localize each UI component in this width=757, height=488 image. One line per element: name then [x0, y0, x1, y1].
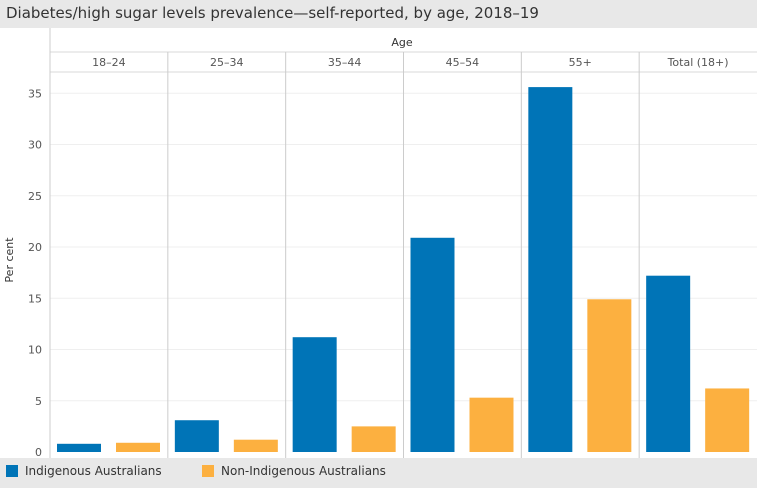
y-tick-label: 5	[35, 395, 42, 408]
category-label: 45–54	[446, 56, 480, 69]
legend: Indigenous Australians Non-Indigenous Au…	[0, 458, 757, 488]
category-label: 35–44	[328, 56, 362, 69]
bar-non-indigenous[interactable]	[587, 299, 632, 452]
y-tick-label: 25	[28, 190, 42, 203]
bar-non-indigenous[interactable]	[705, 388, 750, 452]
y-tick-label: 15	[28, 292, 42, 305]
bar-indigenous[interactable]	[410, 237, 455, 452]
bar-non-indigenous[interactable]	[351, 426, 396, 452]
legend-swatch-indigenous	[6, 465, 18, 477]
legend-label-indigenous: Indigenous Australians	[25, 464, 162, 478]
category-label: 55+	[569, 56, 592, 69]
bar-indigenous[interactable]	[292, 337, 337, 452]
bar-non-indigenous[interactable]	[233, 439, 278, 452]
legend-item-non-indigenous[interactable]: Non-Indigenous Australians	[202, 464, 386, 478]
legend-swatch-non-indigenous	[202, 465, 214, 477]
legend-label-non-indigenous: Non-Indigenous Australians	[221, 464, 386, 478]
bar-indigenous[interactable]	[528, 87, 573, 452]
plot-background	[0, 28, 757, 458]
y-axis-title: Per cent	[3, 237, 16, 283]
category-label: Total (18+)	[667, 56, 729, 69]
category-label: 25–34	[210, 56, 244, 69]
bar-non-indigenous[interactable]	[116, 442, 160, 452]
bar-non-indigenous[interactable]	[469, 397, 514, 452]
y-tick-label: 0	[35, 446, 42, 458]
category-label: 18–24	[92, 56, 126, 69]
y-tick-label: 10	[28, 344, 42, 357]
y-tick-label: 30	[28, 139, 42, 152]
y-tick-label: 20	[28, 241, 42, 254]
x-axis-title: Age	[391, 36, 413, 49]
bar-chart: Age Per cent 0 5 10 15 20 25 30 35 18–24 25–34 35–…	[0, 28, 757, 458]
y-tick-label: 35	[28, 87, 42, 100]
legend-item-indigenous[interactable]: Indigenous Australians	[6, 464, 162, 478]
bar-indigenous[interactable]	[57, 443, 101, 452]
chart-title: Diabetes/high sugar levels prevalence—se…	[6, 4, 539, 22]
bar-indigenous[interactable]	[646, 275, 691, 452]
bar-indigenous[interactable]	[174, 420, 219, 452]
